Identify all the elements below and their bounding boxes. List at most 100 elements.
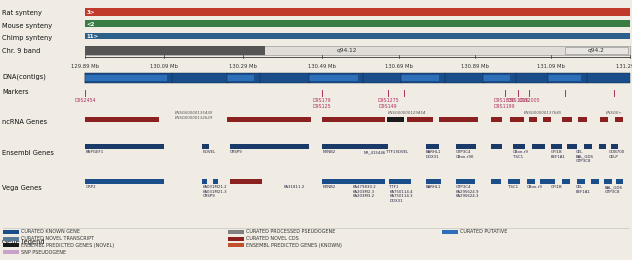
Bar bbox=[510, 117, 524, 122]
Bar bbox=[513, 144, 525, 149]
Bar bbox=[439, 117, 478, 122]
Bar bbox=[389, 179, 411, 184]
Bar bbox=[85, 46, 630, 55]
Text: BARHL1: BARHL1 bbox=[426, 185, 441, 189]
Text: SNP PSEUDOGENE: SNP PSEUDOGENE bbox=[21, 250, 66, 255]
Bar bbox=[491, 179, 501, 184]
Text: GTP3C4
CBon-r90: GTP3C4 CBon-r90 bbox=[456, 150, 474, 159]
Text: TSC1: TSC1 bbox=[507, 185, 518, 189]
Bar bbox=[426, 144, 439, 149]
Text: 6A031M21.2
6A031M21.3
CRSP9: 6A031M21.2 6A031M21.3 CRSP9 bbox=[202, 185, 227, 198]
Bar bbox=[562, 117, 572, 122]
Bar bbox=[407, 117, 433, 122]
Text: ENSG00000137645: ENSG00000137645 bbox=[524, 111, 562, 115]
Text: 6A479830.2
6A203M2.3
6A203M3.2: 6A479830.2 6A203M2.3 6A203M3.2 bbox=[352, 185, 376, 198]
Bar bbox=[85, 75, 167, 81]
Bar bbox=[85, 73, 630, 83]
Bar bbox=[584, 144, 592, 149]
Bar bbox=[3, 250, 19, 254]
Text: Ensembl Genes: Ensembl Genes bbox=[2, 150, 54, 156]
Text: 130.29 Mb: 130.29 Mb bbox=[229, 64, 257, 69]
Bar bbox=[578, 117, 586, 122]
Text: BNPGEF1: BNPGEF1 bbox=[85, 150, 104, 154]
Text: ENSG0+: ENSG0+ bbox=[605, 111, 623, 115]
Bar bbox=[551, 144, 562, 149]
Bar bbox=[516, 75, 543, 81]
Text: Chimp synteny: Chimp synteny bbox=[2, 35, 52, 41]
Bar bbox=[85, 33, 630, 39]
Text: ENSEMBL PREDICTED GENES (NOVEL): ENSEMBL PREDICTED GENES (NOVEL) bbox=[21, 243, 114, 248]
Text: NR_415446: NR_415446 bbox=[363, 150, 386, 154]
Bar bbox=[526, 179, 535, 184]
Bar bbox=[442, 230, 458, 233]
Text: 130.49 Mb: 130.49 Mb bbox=[308, 64, 336, 69]
Bar bbox=[3, 243, 19, 248]
Text: Markers: Markers bbox=[2, 89, 28, 95]
Text: ENSEMBL PREDICTED GENES (KNOWN): ENSEMBL PREDICTED GENES (KNOWN) bbox=[245, 243, 341, 248]
Bar bbox=[229, 144, 308, 149]
Text: D9S1199: D9S1199 bbox=[494, 104, 516, 109]
Text: GRP2: GRP2 bbox=[85, 185, 96, 189]
Text: D9S1016: D9S1016 bbox=[507, 98, 529, 103]
Bar bbox=[85, 144, 164, 149]
Text: 11>: 11> bbox=[87, 34, 99, 38]
Text: 3>: 3> bbox=[87, 10, 95, 15]
Text: 130.89 Mb: 130.89 Mb bbox=[461, 64, 489, 69]
Text: CURATED PROCESSED PSEUDOGENE: CURATED PROCESSED PSEUDOGENE bbox=[245, 229, 335, 234]
Bar bbox=[532, 144, 545, 149]
Text: CURATED PUTATIVE: CURATED PUTATIVE bbox=[460, 229, 507, 234]
Bar bbox=[322, 117, 385, 122]
Bar bbox=[322, 144, 387, 149]
Bar bbox=[599, 144, 606, 149]
Text: 6A31811.2: 6A31811.2 bbox=[284, 185, 305, 189]
Text: CBon-r9
TSC1: CBon-r9 TSC1 bbox=[513, 150, 529, 159]
Text: D9S2454: D9S2454 bbox=[75, 98, 96, 103]
Text: NTNB2: NTNB2 bbox=[322, 150, 336, 154]
Text: CBon-r9: CBon-r9 bbox=[526, 185, 542, 189]
Bar bbox=[85, 8, 630, 16]
Bar bbox=[227, 75, 254, 81]
Bar bbox=[3, 230, 19, 233]
Bar bbox=[615, 117, 623, 122]
Bar bbox=[456, 179, 475, 184]
Bar bbox=[611, 144, 617, 149]
Text: 131.29 Mb: 131.29 Mb bbox=[616, 64, 632, 69]
Text: Rat synteny: Rat synteny bbox=[2, 10, 42, 16]
Bar bbox=[530, 117, 537, 122]
Text: TTF1: TTF1 bbox=[386, 150, 396, 154]
Bar bbox=[549, 75, 581, 81]
Bar bbox=[85, 179, 164, 184]
Bar bbox=[85, 46, 265, 55]
Text: CURATED NOVEL CDS: CURATED NOVEL CDS bbox=[245, 236, 298, 241]
Text: TTF1
6A750114.4
6A750114.3
DDX31: TTF1 6A750114.4 6A750114.3 DDX31 bbox=[389, 185, 413, 203]
Text: ncRNA Genes: ncRNA Genes bbox=[2, 119, 47, 125]
Bar bbox=[426, 179, 441, 184]
Text: DNA(contigs): DNA(contigs) bbox=[2, 74, 46, 80]
Text: Vega Genes: Vega Genes bbox=[2, 185, 42, 191]
Text: NOVEL: NOVEL bbox=[202, 150, 216, 154]
Text: ENSG00000129454: ENSG00000129454 bbox=[387, 111, 426, 115]
Text: CURATED KNOWN GENE: CURATED KNOWN GENE bbox=[21, 229, 80, 234]
Text: D9S125: D9S125 bbox=[313, 104, 332, 109]
Bar bbox=[229, 179, 262, 184]
Text: CEL
BAL_GDS
GTP3C8: CEL BAL_GDS GTP3C8 bbox=[576, 150, 593, 163]
Bar bbox=[565, 47, 628, 54]
Bar bbox=[562, 179, 570, 184]
Bar bbox=[586, 75, 630, 81]
Text: 130.09 Mb: 130.09 Mb bbox=[150, 64, 178, 69]
Bar bbox=[568, 144, 577, 149]
Bar bbox=[507, 179, 520, 184]
Bar bbox=[483, 75, 510, 81]
Text: CURATED NOVEL TRANSCRIPT: CURATED NOVEL TRANSCRIPT bbox=[21, 236, 94, 241]
Text: 130.69 Mb: 130.69 Mb bbox=[385, 64, 413, 69]
Bar bbox=[228, 230, 243, 233]
Text: GDB700
CELP: GDB700 CELP bbox=[609, 150, 624, 159]
Bar bbox=[322, 179, 385, 184]
Text: 131.09 Mb: 131.09 Mb bbox=[537, 64, 565, 69]
Bar bbox=[591, 179, 599, 184]
Text: BAL_GDS
GTP3C8: BAL_GDS GTP3C8 bbox=[604, 185, 623, 194]
Bar bbox=[228, 243, 243, 248]
Bar bbox=[387, 117, 404, 122]
Text: Mouse synteny: Mouse synteny bbox=[2, 23, 52, 29]
Text: D9S149: D9S149 bbox=[379, 104, 398, 109]
